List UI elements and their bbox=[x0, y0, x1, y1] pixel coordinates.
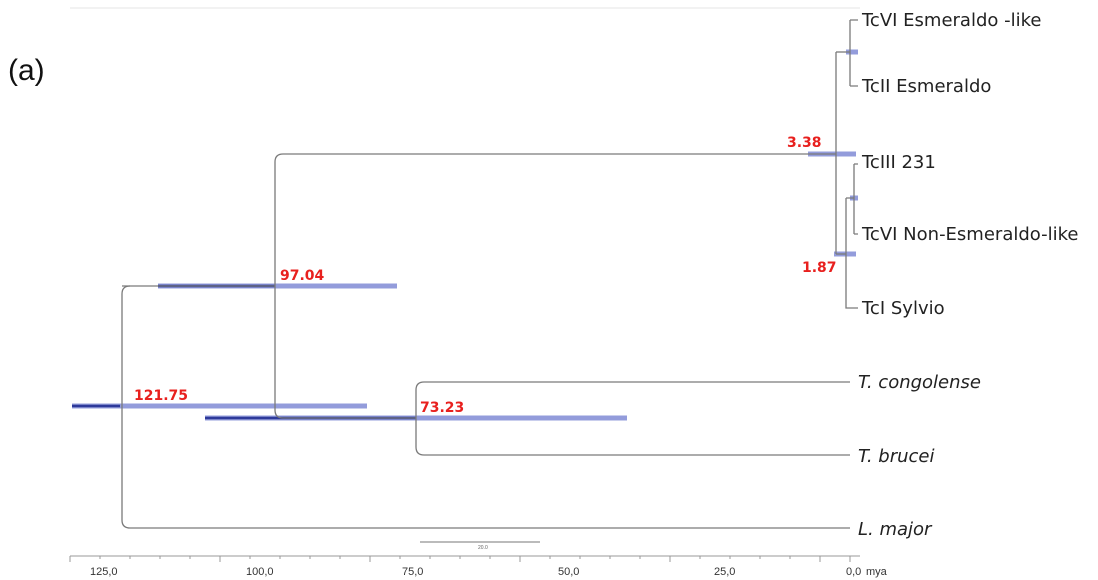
tick-label-2: 75,0 bbox=[402, 566, 423, 578]
axis-unit: mya bbox=[866, 566, 888, 578]
tip-label-6: T. brucei bbox=[858, 446, 935, 467]
tip-label-1: TcII Esmeraldo bbox=[861, 76, 991, 97]
branches bbox=[121, 19, 858, 529]
tick-label-5: 0,0 bbox=[846, 566, 861, 578]
branch-231-tips bbox=[853, 163, 858, 235]
node-label-root: 121.75 bbox=[134, 388, 188, 404]
node-label-97: 97.04 bbox=[280, 268, 325, 284]
branch-73 bbox=[415, 381, 850, 456]
tick-label-4: 25,0 bbox=[714, 566, 735, 578]
node-labels: 121.75 97.04 73.23 3.38 1.87 bbox=[134, 135, 837, 416]
tip-label-7: L. major bbox=[858, 519, 933, 540]
node-label-3: 3.38 bbox=[787, 135, 822, 151]
tip-label-2: TcIII 231 bbox=[861, 152, 936, 173]
branch-esmeraldo-tips bbox=[849, 19, 858, 87]
node-label-1: 1.87 bbox=[802, 260, 837, 276]
branch-1-tips bbox=[845, 197, 858, 309]
scale-bar-label: 20.0 bbox=[478, 545, 488, 551]
time-axis: 125,0 100,0 75,0 50,0 25,0 0,0 mya bbox=[69, 555, 888, 578]
tick-label-3: 50,0 bbox=[558, 566, 579, 578]
panel-label: (a) bbox=[8, 54, 45, 87]
tip-labels: TcVI Esmeraldo -like TcII Esmeraldo TcII… bbox=[858, 10, 1078, 540]
tip-label-3: TcVI Non-Esmeraldo-like bbox=[861, 224, 1078, 245]
tick-label-1: 100,0 bbox=[246, 566, 274, 578]
tick-label-0: 125,0 bbox=[90, 566, 118, 578]
node-label-73: 73.23 bbox=[420, 400, 464, 416]
ci-bars bbox=[72, 49, 858, 421]
tip-label-0: TcVI Esmeraldo -like bbox=[861, 10, 1041, 31]
branch-root bbox=[121, 285, 850, 529]
tip-label-4: TcI Sylvio bbox=[861, 298, 945, 319]
branch-97 bbox=[274, 153, 416, 419]
scale-bar: 20.0 bbox=[420, 541, 540, 551]
tip-label-5: T. congolense bbox=[858, 372, 981, 393]
